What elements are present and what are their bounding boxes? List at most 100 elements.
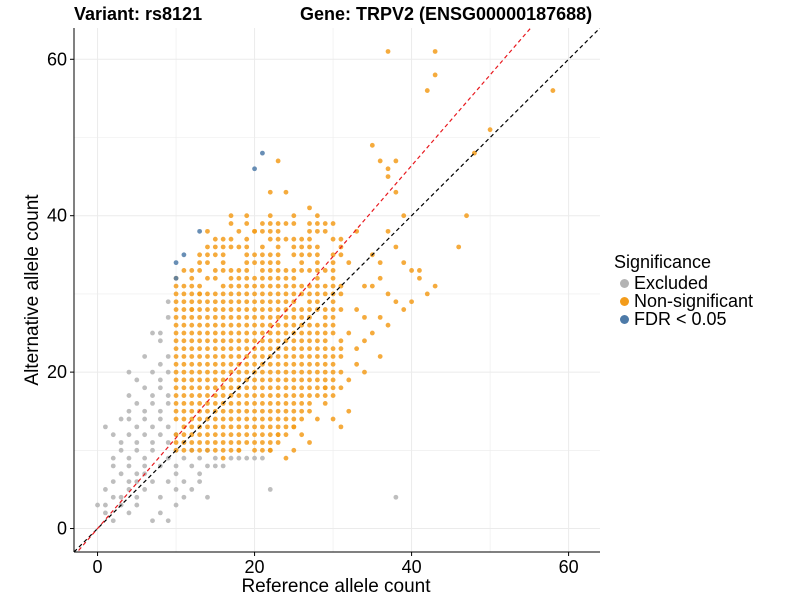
point-nonsig xyxy=(173,432,179,438)
point-nonsig xyxy=(189,330,195,336)
point-nonsig xyxy=(260,369,265,375)
point-nonsig xyxy=(283,330,289,336)
point-nonsig xyxy=(322,307,328,312)
point-excluded xyxy=(150,369,155,375)
point-nonsig xyxy=(220,369,226,375)
point-nonsig xyxy=(330,361,336,367)
point-excluded xyxy=(267,487,273,492)
point-nonsig xyxy=(283,346,289,352)
point-nonsig xyxy=(220,338,226,344)
point-nonsig xyxy=(236,424,242,430)
point-nonsig xyxy=(181,393,187,398)
point-excluded xyxy=(110,432,116,438)
point-nonsig xyxy=(252,401,257,406)
point-excluded xyxy=(103,502,108,508)
point-nonsig xyxy=(181,346,187,352)
point-nonsig xyxy=(267,385,273,391)
point-nonsig xyxy=(385,166,391,172)
point-nonsig xyxy=(346,260,352,266)
point-nonsig xyxy=(322,221,328,226)
point-nonsig xyxy=(299,432,305,438)
point-nonsig xyxy=(212,252,218,258)
point-nonsig xyxy=(244,330,250,336)
point-nonsig xyxy=(252,291,257,297)
point-excluded xyxy=(150,518,155,524)
point-nonsig xyxy=(267,291,273,297)
point-nonsig xyxy=(417,268,422,273)
point-excluded xyxy=(173,502,179,508)
point-nonsig xyxy=(267,213,273,219)
point-nonsig xyxy=(299,393,305,398)
point-nonsig xyxy=(212,354,218,359)
point-nonsig xyxy=(291,369,297,375)
point-nonsig xyxy=(267,424,273,430)
point-excluded xyxy=(150,447,155,453)
point-excluded xyxy=(150,479,155,485)
point-nonsig xyxy=(244,236,250,242)
point-excluded xyxy=(126,455,132,461)
point-nonsig xyxy=(173,283,179,289)
point-excluded xyxy=(157,361,163,367)
point-nonsig xyxy=(228,244,234,250)
point-nonsig xyxy=(181,361,187,367)
point-nonsig xyxy=(275,377,281,383)
point-nonsig xyxy=(189,424,195,430)
point-nonsig xyxy=(252,361,257,367)
point-nonsig xyxy=(252,252,257,258)
point-nonsig xyxy=(322,228,328,234)
point-excluded xyxy=(165,440,171,445)
point-excluded xyxy=(173,463,179,469)
point-excluded xyxy=(126,408,132,414)
point-nonsig xyxy=(252,393,257,398)
point-nonsig xyxy=(236,440,242,445)
point-nonsig xyxy=(236,330,242,336)
point-nonsig xyxy=(283,322,289,328)
point-nonsig xyxy=(291,354,297,359)
point-nonsig xyxy=(283,385,289,391)
point-excluded xyxy=(134,494,140,500)
point-nonsig xyxy=(173,330,179,336)
point-nonsig xyxy=(260,322,265,328)
point-nonsig xyxy=(275,440,281,445)
point-excluded xyxy=(157,338,163,344)
point-nonsig xyxy=(244,252,250,258)
point-nonsig xyxy=(244,440,250,445)
point-nonsig xyxy=(260,385,265,391)
point-nonsig xyxy=(220,260,226,266)
point-nonsig xyxy=(197,322,203,328)
point-nonsig xyxy=(283,361,289,367)
point-nonsig xyxy=(236,401,242,406)
point-nonsig xyxy=(220,322,226,328)
point-nonsig xyxy=(228,401,234,406)
point-nonsig xyxy=(228,314,234,320)
point-excluded xyxy=(150,393,155,398)
point-nonsig xyxy=(173,291,179,297)
point-nonsig xyxy=(314,228,320,234)
point-nonsig xyxy=(354,361,360,367)
point-nonsig xyxy=(322,268,328,273)
point-nonsig xyxy=(212,447,218,453)
point-nonsig xyxy=(181,432,187,438)
point-excluded xyxy=(110,463,116,469)
point-nonsig xyxy=(181,283,187,289)
point-nonsig xyxy=(377,275,383,281)
point-nonsig xyxy=(228,221,234,226)
point-nonsig xyxy=(197,385,203,391)
point-nonsig xyxy=(283,393,289,398)
point-nonsig xyxy=(205,447,210,453)
point-nonsig xyxy=(385,228,391,234)
point-nonsig xyxy=(244,221,250,226)
point-excluded xyxy=(165,314,171,320)
point-nonsig xyxy=(260,346,265,352)
point-nonsig xyxy=(330,393,336,398)
point-nonsig xyxy=(228,440,234,445)
point-nonsig xyxy=(212,377,218,383)
point-nonsig xyxy=(338,385,344,391)
point-nonsig xyxy=(393,158,399,164)
point-nonsig xyxy=(322,354,328,359)
point-excluded xyxy=(134,424,140,430)
point-nonsig xyxy=(314,361,320,367)
point-excluded xyxy=(165,369,171,375)
point-excluded xyxy=(110,518,116,524)
point-nonsig xyxy=(212,275,218,281)
